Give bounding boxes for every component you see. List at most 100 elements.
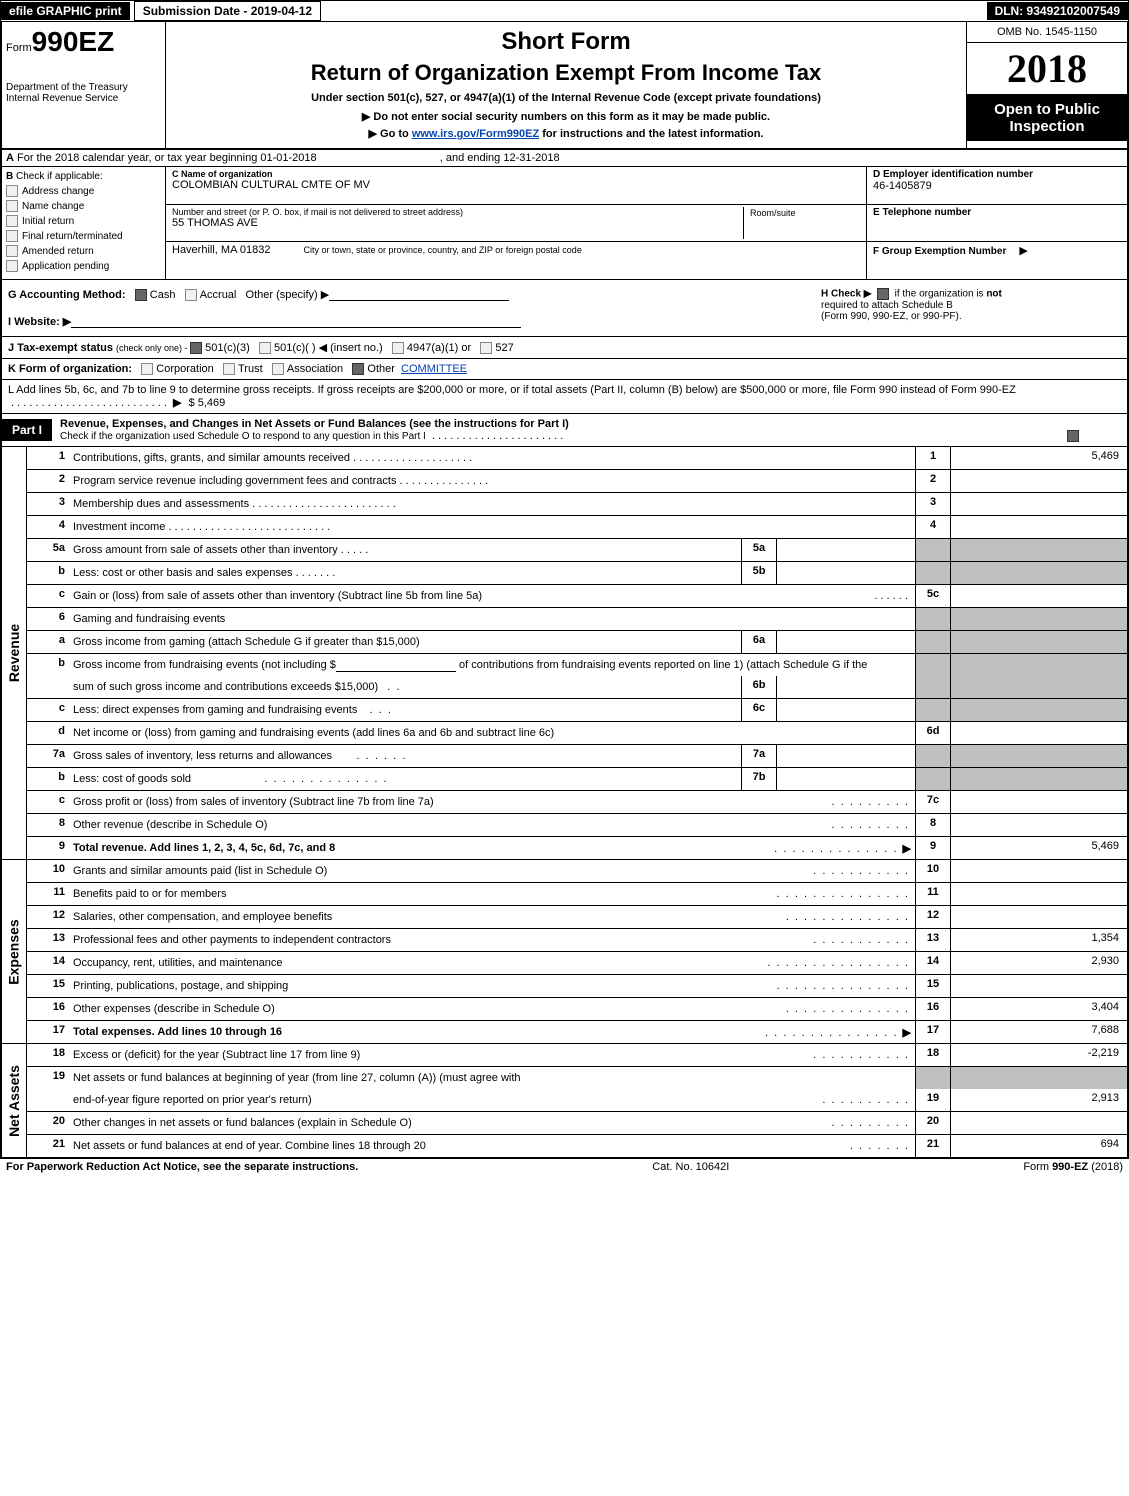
ln7a-rnum [915,745,950,767]
j-501c3: 501(c)(3) [205,342,250,354]
ln8-text: Other revenue (describe in Schedule O) [73,819,267,831]
ln20-val [950,1112,1127,1134]
row-h: H Check ▶ if the organization is not req… [821,288,1121,328]
cb-accrual[interactable] [185,289,197,301]
cb-corp[interactable] [141,363,153,375]
ln6-desc: Gaming and fundraising events [69,608,915,630]
org-name: COLOMBIAN CULTURAL CMTE OF MV [172,179,860,191]
col-c-org: C Name of organization COLOMBIAN CULTURA… [166,167,866,279]
cb-501c3[interactable] [190,342,202,354]
cb-final-return[interactable]: Final return/terminated [6,230,161,242]
efile-print-button[interactable]: efile GRAPHIC print [1,2,130,20]
cb-amended-return-label: Amended return [22,246,94,257]
cb-address-change[interactable]: Address change [6,185,161,197]
netassets-label: Net Assets [6,1065,22,1137]
ln15-num: 15 [27,975,69,997]
cb-trust[interactable] [223,363,235,375]
cb-schedule-o[interactable] [1067,430,1079,442]
ln17-rnum: 17 [915,1021,950,1043]
line-8: 8 Other revenue (describe in Schedule O)… [27,814,1127,837]
ln12-val [950,906,1127,928]
j-prefix: J Tax-exempt status [8,342,113,354]
cb-initial-return[interactable]: Initial return [6,215,161,227]
f-cell: F Group Exemption Number ▶ [867,242,1127,279]
k-prefix: K Form of organization: [8,363,132,375]
cb-527[interactable] [480,342,492,354]
j-rest: (check only one) - [116,343,190,353]
ln5b-mval [776,562,915,584]
l-amount: $ 5,469 [189,397,226,409]
ln6b-input[interactable] [336,659,456,672]
ln11-text: Benefits paid to or for members [73,888,226,900]
ln9-arrow: ▶ [903,843,911,855]
ln6b2-rval [950,676,1127,698]
ln3-desc: Membership dues and assessments . . . . … [69,493,915,515]
line-6: 6 Gaming and fundraising events [27,608,1127,631]
ln1-num: 1 [27,447,69,469]
ln7c-val [950,791,1127,813]
line-17: 17 Total expenses. Add lines 10 through … [27,1021,1127,1043]
dept-treasury: Department of the Treasury [6,82,161,93]
ln15-text: Printing, publications, postage, and shi… [73,980,288,992]
cb-application-pending[interactable]: Application pending [6,260,161,272]
ln10-text: Grants and similar amounts paid (list in… [73,865,327,877]
g-other-input[interactable] [329,288,509,301]
cb-assoc[interactable] [272,363,284,375]
cb-cash[interactable] [135,289,147,301]
cb-amended-return[interactable]: Amended return [6,245,161,257]
ln16-text: Other expenses (describe in Schedule O) [73,1003,275,1015]
line-20: 20 Other changes in net assets or fund b… [27,1112,1127,1135]
line-5b: b Less: cost or other basis and sales ex… [27,562,1127,585]
expenses-label: Expenses [6,919,22,984]
ln5c-num: c [27,585,69,607]
header-right: OMB No. 1545-1150 2018 Open to Public In… [966,22,1127,148]
netassets-side-label: Net Assets [2,1044,27,1157]
ln11-num: 11 [27,883,69,905]
ein-value: 46-1405879 [873,180,1121,192]
ln17-arrow: ▶ [903,1027,911,1039]
page-footer: For Paperwork Reduction Act Notice, see … [0,1159,1129,1175]
ln20-rnum: 20 [915,1112,950,1134]
cb-501c[interactable] [259,342,271,354]
ln6d-val [950,722,1127,744]
line-5a: 5a Gross amount from sale of assets othe… [27,539,1127,562]
f-arrow: ▶ [1019,245,1027,257]
line-5c: c Gain or (loss) from sale of assets oth… [27,585,1127,608]
website-input[interactable] [71,315,521,328]
ln5b-rnum [915,562,950,584]
cb-other[interactable] [352,363,364,375]
revenue-table: Revenue 1 Contributions, gifts, grants, … [0,447,1129,860]
line-a: A For the 2018 calendar year, or tax yea… [2,150,1127,166]
ln18-rnum: 18 [915,1044,950,1066]
ln8-val [950,814,1127,836]
ln6b2-rnum [915,676,950,698]
ln6-num: 6 [27,608,69,630]
header-left: Form 990EZ Department of the Treasury In… [2,22,166,148]
ln5b-rval [950,562,1127,584]
ln20-desc: Other changes in net assets or fund bala… [69,1112,915,1134]
line-6b-2: sum of such gross income and contributio… [27,676,1127,699]
ln12-rnum: 12 [915,906,950,928]
ln5a-mval [776,539,915,561]
ln17-desc: Total expenses. Add lines 10 through 16.… [69,1021,915,1043]
line-3: 3 Membership dues and assessments . . . … [27,493,1127,516]
ln8-rnum: 8 [915,814,950,836]
ln16-val: 3,404 [950,998,1127,1020]
ln6c-rval [950,699,1127,721]
ln5a-rnum [915,539,950,561]
cb-name-change[interactable]: Name change [6,200,161,212]
irs-gov-link[interactable]: www.irs.gov/Form990EZ [412,128,539,140]
ln5a-text: Gross amount from sale of assets other t… [73,544,338,556]
c-city-label: City or town, state or province, country… [304,245,582,255]
ln6d-desc: Net income or (loss) from gaming and fun… [69,722,915,744]
l-text: L Add lines 5b, 6c, and 7b to line 9 to … [8,384,1016,396]
ln6d-text: Net income or (loss) from gaming and fun… [73,727,554,739]
ln9-text: Total revenue. Add lines 1, 2, 3, 4, 5c,… [73,842,335,854]
ln9-num: 9 [27,837,69,859]
cb-h[interactable] [877,288,889,300]
goto-pre: ▶ Go to [369,128,412,140]
ln18-num: 18 [27,1044,69,1066]
ln4-text: Investment income [73,521,165,533]
cb-4947[interactable] [392,342,404,354]
f-label: F Group Exemption Number [873,246,1006,257]
